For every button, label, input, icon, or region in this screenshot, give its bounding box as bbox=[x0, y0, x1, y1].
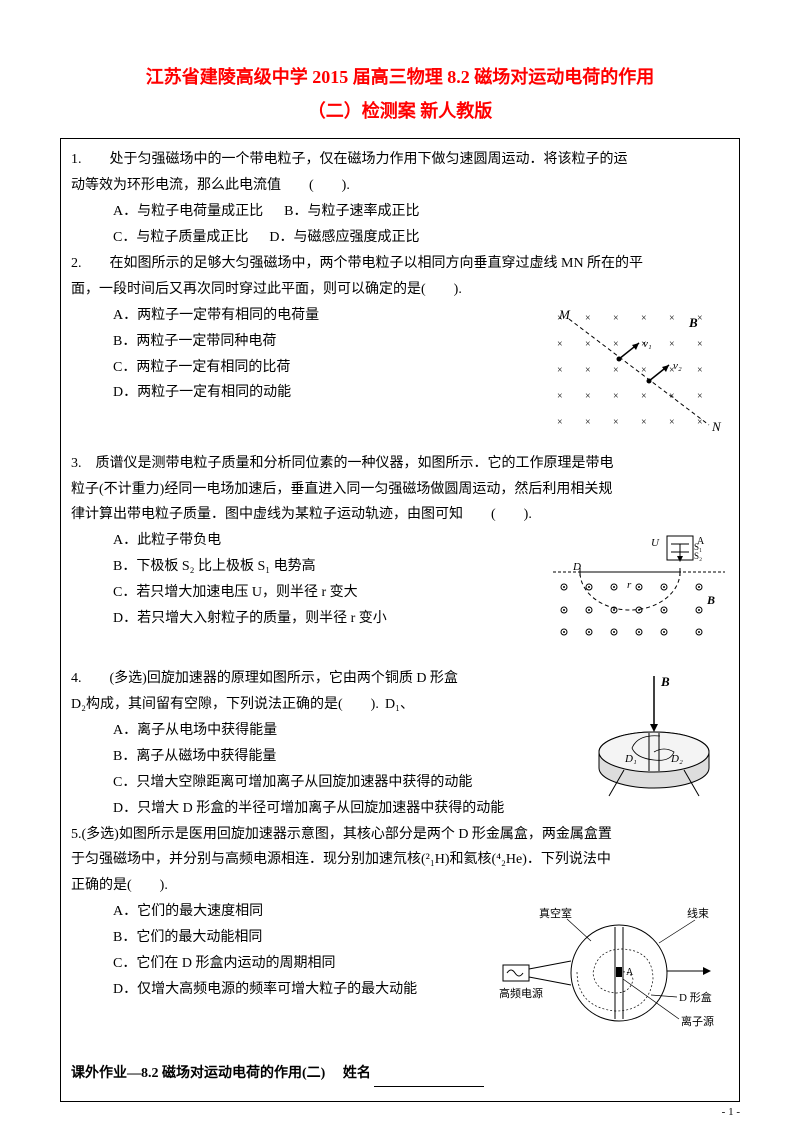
q1-stem-1: 1. 处于匀强磁场中的一个带电粒子，仅在磁场力作用下做匀速圆周运动．将该粒子的运 bbox=[71, 147, 729, 173]
svg-text:×: × bbox=[669, 417, 675, 428]
svg-text:×: × bbox=[585, 391, 591, 402]
q5-stem-3: 正确的是( ). bbox=[71, 873, 729, 899]
svg-text:×: × bbox=[613, 339, 619, 350]
svg-text:×: × bbox=[669, 313, 675, 324]
svg-text:×: × bbox=[641, 417, 647, 428]
page: 江苏省建陵高级中学 2015 届高三物理 8.2 磁场对运动电荷的作用 （二）检… bbox=[0, 0, 800, 1142]
svg-text:×: × bbox=[697, 391, 703, 402]
q2-figure: ×××××× ×××××× ×××××× ×××××× ×××××× M N B bbox=[549, 307, 729, 447]
q1-optC: C．与粒子质量成正比 bbox=[113, 230, 248, 245]
q2-label-v2: v₂ bbox=[673, 360, 682, 372]
svg-text:×: × bbox=[557, 417, 563, 428]
q5-figure-svg: A 真空室 线束 高频电源 D 形 bbox=[499, 903, 729, 1033]
q1-optB: B．与粒子速率成正比 bbox=[284, 204, 419, 219]
q2-label-B: B bbox=[688, 315, 698, 330]
q5-label-coil: 线束 bbox=[687, 906, 709, 920]
q3-label-B: B bbox=[706, 593, 715, 607]
q3-stem-2: 粒子(不计重力)经同一电场加速后，垂直进入同一匀强磁场做圆周运动，然后利用相关规 bbox=[71, 477, 729, 503]
q5-figure: A 真空室 线束 高频电源 D 形 bbox=[499, 903, 729, 1043]
q1-stem-2: 动等效为环形电流，那么此电流值 ( ). bbox=[71, 173, 729, 199]
svg-text:×: × bbox=[585, 365, 591, 376]
q3-figure-svg: A U S₁ S₂ bbox=[549, 532, 729, 652]
q5-label-hf: 高频电源 bbox=[499, 986, 543, 1000]
q4-label-D2: D₂ bbox=[670, 753, 683, 765]
question-4: B D₁ D₂ 4. (多选) bbox=[71, 666, 729, 821]
question-5: 5.(多选)如图所示是医用回旋加速器示意图，其核心部分是两个 D 形金属盒，两金… bbox=[71, 822, 729, 1048]
q3-label-r: r bbox=[627, 579, 632, 591]
q2-figure-svg: ×××××× ×××××× ×××××× ×××××× ×××××× M N B bbox=[549, 307, 729, 437]
svg-text:×: × bbox=[669, 339, 675, 350]
svg-text:×: × bbox=[557, 339, 563, 350]
q5-label-Dbox: D 形盒 bbox=[679, 990, 712, 1004]
q5-stem-2: 于匀强磁场中，并分别与高频电源相连．现分别加速氘核(²₁H)和氦核(⁴₂He)．… bbox=[71, 847, 729, 873]
svg-text:×: × bbox=[613, 365, 619, 376]
q5-label-vac: 真空室 bbox=[539, 906, 572, 920]
svg-text:×: × bbox=[557, 391, 563, 402]
svg-text:×: × bbox=[641, 391, 647, 402]
svg-text:×: × bbox=[697, 313, 703, 324]
svg-text:×: × bbox=[585, 313, 591, 324]
q3-stem-3: 律计算出带电粒子质量．图中虚线为某粒子运动轨迹，由图可知 ( ). bbox=[71, 502, 729, 528]
document-title: 江苏省建陵高级中学 2015 届高三物理 8.2 磁场对运动电荷的作用 （二）检… bbox=[60, 60, 740, 128]
svg-text:×: × bbox=[585, 339, 591, 350]
homework-name-label: 姓名 bbox=[343, 1066, 371, 1081]
svg-text:×: × bbox=[613, 391, 619, 402]
q5-label-ion: 离子源 bbox=[681, 1014, 714, 1028]
svg-text:×: × bbox=[613, 417, 619, 428]
page-number: - 1 - bbox=[722, 1106, 740, 1118]
q3-label-S2: S₂ bbox=[694, 551, 702, 561]
q2-label-M: M bbox=[558, 307, 571, 322]
q4-figure-svg: B D₁ D₂ bbox=[579, 670, 729, 800]
svg-text:×: × bbox=[585, 417, 591, 428]
homework-name-blank[interactable] bbox=[374, 1086, 484, 1087]
q2-stem-1: 2. 在如图所示的足够大匀强磁场中，两个带电粒子以相同方向垂直穿过虚线 MN 所… bbox=[71, 251, 729, 277]
q4-label-D1: D₁ bbox=[624, 753, 637, 765]
title-line-1: 江苏省建陵高级中学 2015 届高三物理 8.2 磁场对运动电荷的作用 bbox=[60, 60, 740, 94]
q2-label-N: N bbox=[711, 419, 722, 434]
svg-text:×: × bbox=[641, 313, 647, 324]
q1-optD: D．与磁感应强度成正比 bbox=[269, 230, 419, 245]
svg-text:×: × bbox=[697, 339, 703, 350]
q4-label-B: B bbox=[660, 674, 670, 689]
q2-stem-2: 面，一段时间后又再次同时穿过此平面，则可以确定的是( ). bbox=[71, 277, 729, 303]
homework-label: 课外作业—8.2 磁场对运动电荷的作用(二) bbox=[71, 1066, 325, 1081]
content-box: 1. 处于匀强磁场中的一个带电粒子，仅在磁场力作用下做匀速圆周运动．将该粒子的运… bbox=[60, 138, 740, 1102]
question-1: 1. 处于匀强磁场中的一个带电粒子，仅在磁场力作用下做匀速圆周运动．将该粒子的运… bbox=[71, 147, 729, 251]
svg-text:×: × bbox=[557, 365, 563, 376]
q3-label-U: U bbox=[651, 537, 660, 549]
q1-optA: A．与粒子电荷量成正比 bbox=[113, 204, 263, 219]
svg-text:×: × bbox=[613, 313, 619, 324]
q5-stem-1: 5.(多选)如图所示是医用回旋加速器示意图，其核心部分是两个 D 形金属盒，两金… bbox=[71, 822, 729, 848]
q4-stem-1-tail: D₁、 bbox=[385, 692, 414, 718]
question-2: 2. 在如图所示的足够大匀强磁场中，两个带电粒子以相同方向垂直穿过虚线 MN 所… bbox=[71, 251, 729, 451]
title-line-2: （二）检测案 新人教版 bbox=[60, 94, 740, 128]
q2-label-v1: v₁ bbox=[643, 338, 652, 350]
q1-options-row2: C．与粒子质量成正比 D．与磁感应强度成正比 bbox=[71, 225, 729, 251]
svg-text:×: × bbox=[697, 365, 703, 376]
q3-figure: A U S₁ S₂ bbox=[549, 532, 729, 662]
q4-figure: B D₁ D₂ bbox=[579, 670, 729, 810]
question-3: 3. 质谱仪是测带电粒子质量和分析同位素的一种仪器，如图所示．它的工作原理是带电… bbox=[71, 451, 729, 667]
homework-line: 课外作业—8.2 磁场对运动电荷的作用(二) 姓名 bbox=[71, 1061, 729, 1087]
q3-stem-1: 3. 质谱仪是测带电粒子质量和分析同位素的一种仪器，如图所示．它的工作原理是带电 bbox=[71, 451, 729, 477]
q1-options-row1: A．与粒子电荷量成正比 B．与粒子速率成正比 bbox=[71, 199, 729, 225]
